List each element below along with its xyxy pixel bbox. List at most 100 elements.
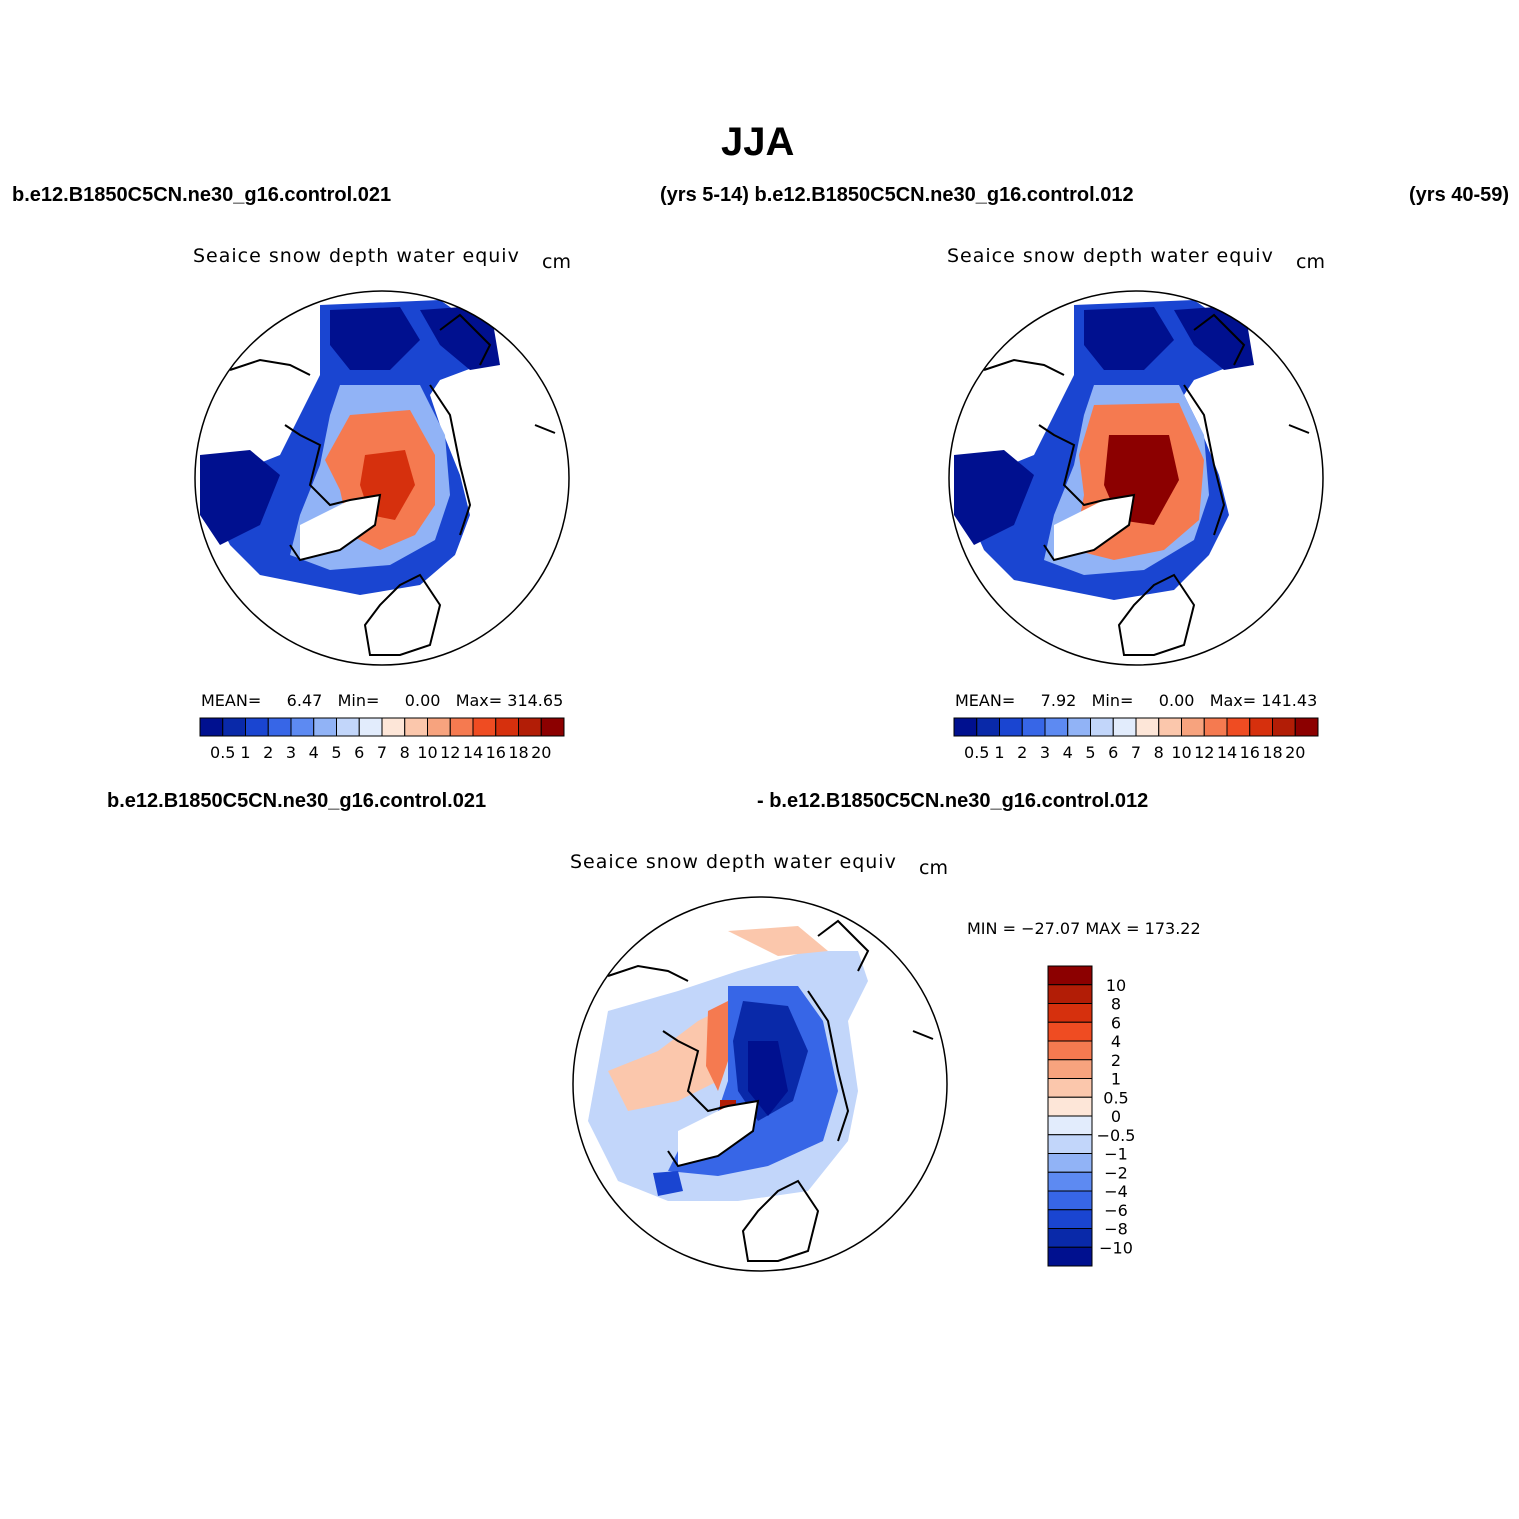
colorbar-diff-swatch [1047, 1153, 1093, 1173]
colorbar2-tick-label: 2 [1017, 743, 1027, 762]
colorbar-diff-swatch [1047, 1134, 1093, 1154]
colorbar-diff-swatch [1047, 1246, 1093, 1267]
colorbar-diff-tick-label: 2 [1111, 1051, 1121, 1070]
colorbar2-swatch [1067, 717, 1091, 737]
panel1-min: 0.00 [404, 691, 441, 710]
colorbar2-tick-label: 5 [1085, 743, 1095, 762]
panel1-min-label: Min= [337, 691, 380, 710]
colorbar1-swatch [199, 717, 224, 737]
colorbar2-swatch [1181, 717, 1205, 737]
colorbar2-tick-label: 3 [1040, 743, 1050, 762]
diff-navy [748, 1041, 788, 1116]
colorbar2-swatch [1090, 717, 1114, 737]
panel2-mean: 7.92 [1040, 691, 1077, 710]
colorbar1-swatch [495, 717, 519, 737]
colorbar-diff-swatch [1047, 1021, 1093, 1042]
colorbar2-tick-label: 10 [1171, 743, 1191, 762]
colorbar-diff-tick-label: 10 [1106, 976, 1126, 995]
colorbar1-swatch [358, 717, 383, 737]
colorbar2-swatch [1021, 717, 1046, 737]
map-panel-1 [194, 290, 570, 666]
panel1-stats: MEAN= 6.47 Min= 0.00 Max= 314.65 [201, 691, 563, 710]
colorbar1-tick-label: 20 [531, 743, 551, 762]
case2-header: (yrs 5-14) b.e12.B1850C5CN.ne30_g16.cont… [660, 184, 1134, 206]
case1-header: b.e12.B1850C5CN.ne30_g16.control.021 [12, 184, 392, 206]
panel2-coastlines [983, 313, 1310, 656]
panel2-min: 0.00 [1158, 691, 1195, 710]
panel2-units: cm [1296, 251, 1325, 273]
diff-blue-patch [653, 1171, 683, 1196]
colorbar-diff-swatch [1047, 1190, 1093, 1211]
colorbar1-swatch [381, 717, 406, 737]
colorbar1-tick-label: 16 [486, 743, 506, 762]
colorbar2-swatch [1203, 717, 1228, 737]
colorbar-diff-tick-label: 8 [1111, 995, 1121, 1014]
colorbar2-tick-label: 14 [1217, 743, 1237, 762]
colorbar1-tick-label: 1 [240, 743, 250, 762]
colorbar2-swatch [1249, 717, 1273, 737]
colorbar-2: 0.5 1 2 3 4 5 6 7 8 10 12 14 16 18 20 [953, 717, 1319, 762]
panel1-max: 314.65 [507, 691, 564, 710]
colorbar2-tick-label: 1 [994, 743, 1004, 762]
panel1-units: cm [542, 251, 571, 273]
colorbar-diff-swatch [1047, 1078, 1093, 1098]
colorbar2-swatch [1272, 717, 1296, 737]
panel2-mean-label: MEAN= [955, 691, 1016, 710]
colorbar1-tick-label: 10 [417, 743, 437, 762]
colorbar1-tick-label: 4 [309, 743, 319, 762]
colorbar-diff-tick-label: 4 [1111, 1032, 1121, 1051]
colorbar1-tick-label: 6 [354, 743, 364, 762]
colorbar2-swatch [976, 717, 1000, 737]
panel2-stats: MEAN= 7.92 Min= 0.00 Max= 141.43 [955, 691, 1317, 710]
colorbar-diff-tick-label: −2 [1104, 1163, 1128, 1182]
panel1-coastlines [229, 313, 556, 656]
colorbar1-tick-label: 8 [400, 743, 410, 762]
colorbar-diff-swatch [1047, 1209, 1093, 1229]
colorbar-diff-tick-label: 0 [1111, 1107, 1121, 1126]
colorbar-diff-swatch [1047, 1096, 1093, 1117]
colorbar2-swatch [953, 717, 978, 737]
colorbar1-swatch [313, 717, 337, 737]
colorbar-diff-swatch [1047, 1003, 1093, 1023]
colorbar-diff-tick-label: −0.5 [1097, 1126, 1136, 1145]
panel2-land-hole [1054, 495, 1134, 560]
panel2-max: 141.43 [1261, 691, 1318, 710]
colorbar-1: 0.5 1 2 3 4 5 6 7 8 10 12 14 16 18 20 [199, 717, 565, 762]
colorbar1-swatch [472, 717, 497, 737]
diff-minmax: MIN = −27.07 MAX = 173.22 [967, 919, 1201, 938]
colorbar-diff-tick-label: −1 [1104, 1145, 1128, 1164]
colorbar2-tick-label: 8 [1154, 743, 1164, 762]
colorbar-diff-swatch [1047, 965, 1093, 986]
colorbar-diff-tick-label: −4 [1104, 1182, 1128, 1201]
panel1-land-hole [300, 495, 380, 560]
colorbar1-swatch [290, 717, 315, 737]
colorbar2-tick-label: 12 [1194, 743, 1214, 762]
panel1-mean-label: MEAN= [201, 691, 262, 710]
colorbar-diff-tick-label: −6 [1104, 1201, 1128, 1220]
diff-land-hole [678, 1101, 758, 1166]
colorbar1-swatch [222, 717, 246, 737]
panel1-ice-darkblue [200, 305, 500, 545]
case2-years: (yrs 40-59) [1409, 184, 1510, 206]
colorbar1-swatch [427, 717, 451, 737]
diff-right-header: - b.e12.B1850C5CN.ne30_g16.control.012 [757, 790, 1149, 812]
colorbar2-tick-label: 16 [1240, 743, 1260, 762]
diff-units: cm [919, 857, 948, 879]
colorbar-diff-swatch [1047, 1059, 1093, 1079]
colorbar-diff-swatch [1047, 1171, 1093, 1192]
colorbar-diff-tick-label: 6 [1111, 1013, 1121, 1032]
colorbar1-swatch [336, 717, 360, 737]
panel2-min-label: Min= [1091, 691, 1134, 710]
colorbar-diff-swatch [1047, 1040, 1093, 1061]
diff-orange [706, 1001, 728, 1091]
colorbar-diff-tick-label: 0.5 [1103, 1088, 1128, 1107]
colorbar2-swatch [999, 717, 1023, 737]
panel1-title: Seaice snow depth water equiv [193, 245, 520, 267]
colorbar1-tick-label: 2 [263, 743, 273, 762]
panel1-mean: 6.47 [286, 691, 323, 710]
colorbar2-swatch [1135, 717, 1160, 737]
colorbar-diff-swatch [1047, 984, 1093, 1004]
colorbar2-tick-label: 0.5 [964, 743, 989, 762]
colorbar2-swatch [1226, 717, 1251, 737]
